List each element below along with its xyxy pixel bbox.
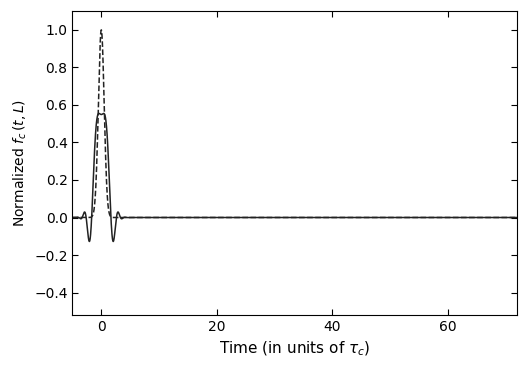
Y-axis label: Normalized $f_c\,(t, L)$: Normalized $f_c\,(t, L)$ <box>11 99 29 227</box>
X-axis label: Time (in units of $\tau_c$): Time (in units of $\tau_c$) <box>219 339 370 358</box>
